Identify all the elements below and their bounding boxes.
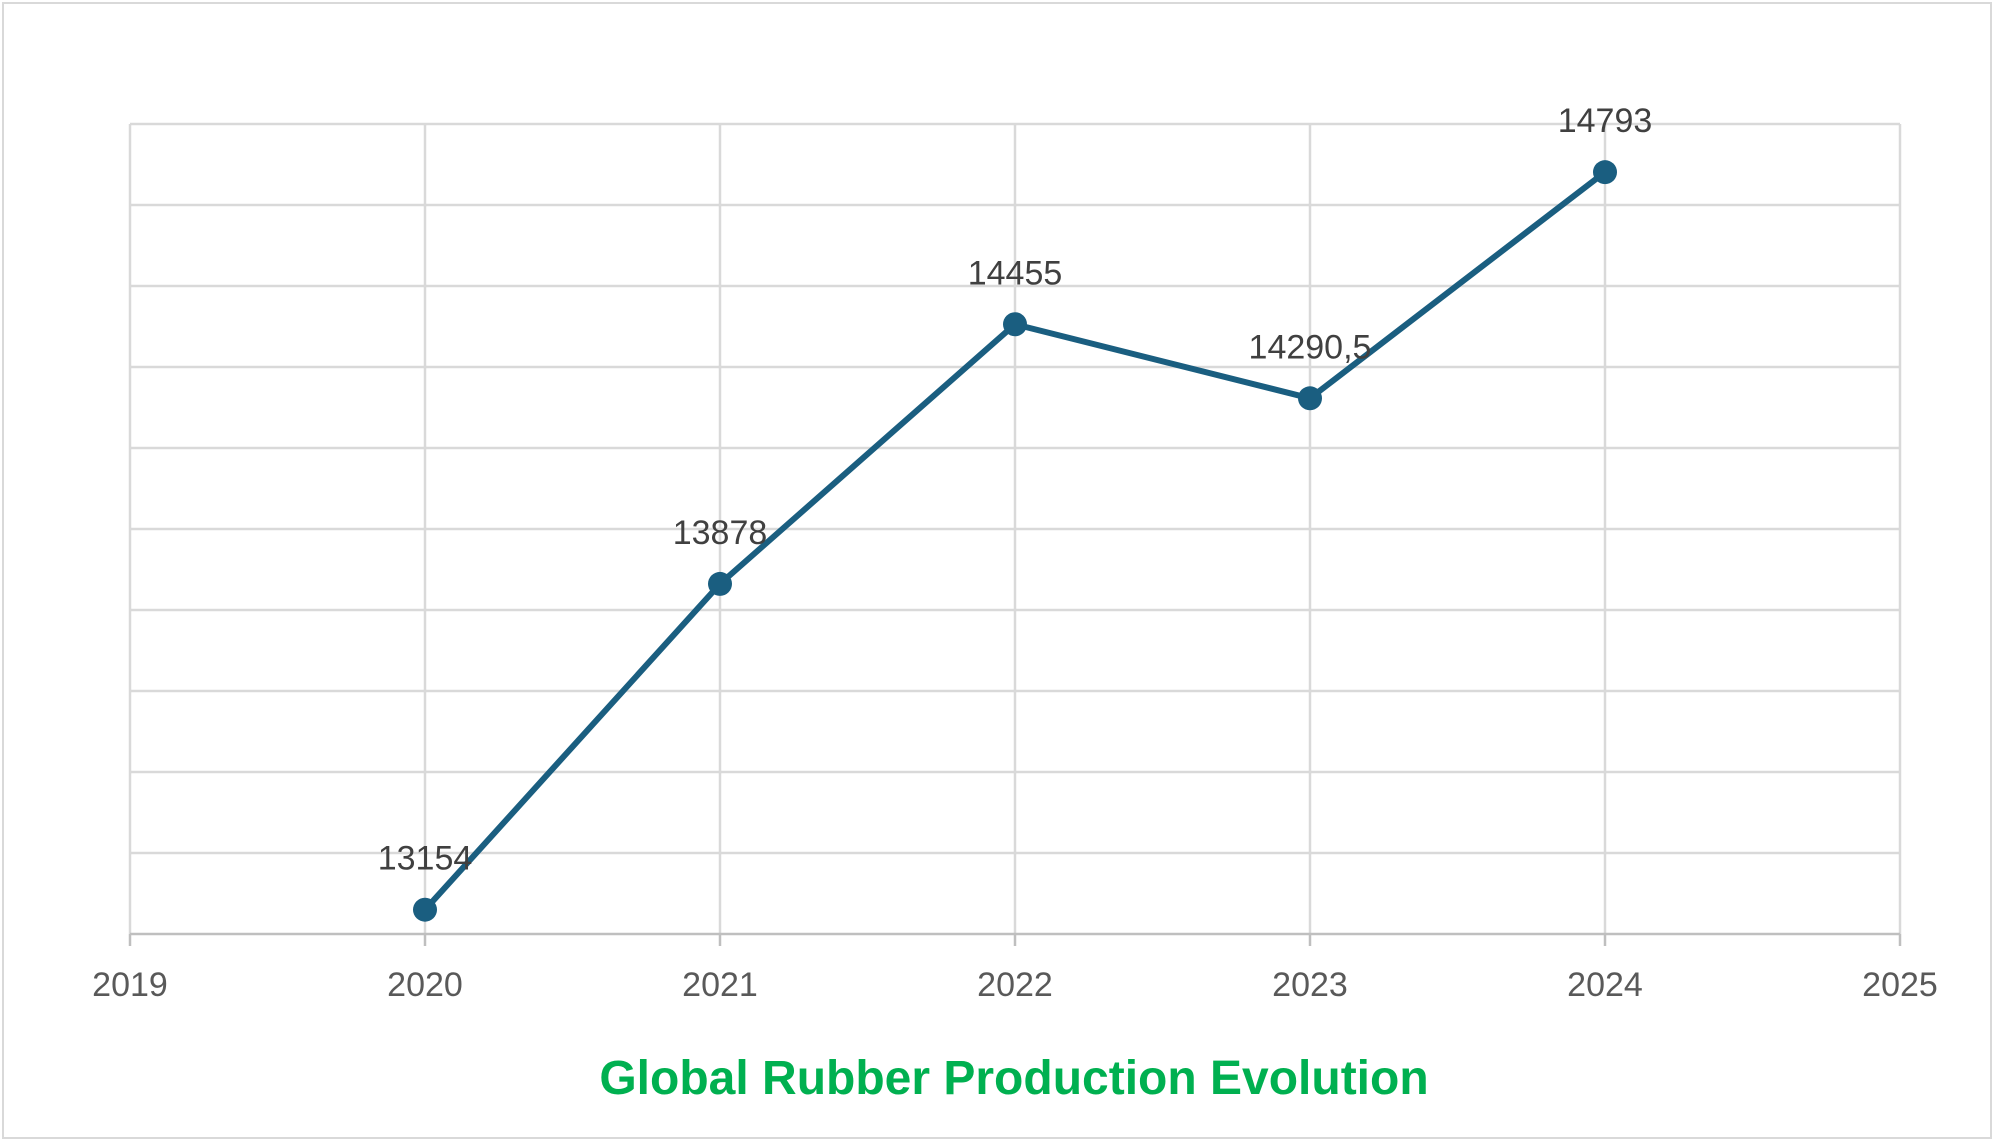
x-tick-label: 2025 — [1862, 966, 1938, 1004]
x-tick-label: 2023 — [1272, 966, 1348, 1004]
data-label: 13878 — [673, 514, 768, 552]
x-tick-label: 2019 — [92, 966, 168, 1004]
data-labels: 13154 13878 14455 14290,5 14793 — [378, 102, 1653, 878]
data-point — [413, 897, 437, 922]
x-tick-label: 2021 — [682, 966, 758, 1004]
data-label: 13154 — [378, 840, 473, 878]
x-tick-label: 2020 — [387, 966, 463, 1004]
x-tick-label: 2024 — [1567, 966, 1643, 1004]
x-axis-tick-labels: 2019 2020 2021 2022 2023 2024 2025 — [92, 966, 1938, 1004]
data-point — [1003, 312, 1027, 337]
data-label: 14455 — [968, 254, 1063, 292]
series-global-rubber-production — [413, 160, 1617, 922]
gridlines — [128, 122, 1902, 946]
data-point — [1593, 160, 1617, 185]
data-label: 14793 — [1558, 102, 1653, 140]
data-label: 14290,5 — [1249, 328, 1372, 366]
data-point — [1298, 386, 1322, 411]
data-point — [708, 571, 732, 596]
chart-title: Global Rubber Production Evolution — [599, 1052, 1428, 1105]
x-tick-label: 2022 — [977, 966, 1053, 1004]
